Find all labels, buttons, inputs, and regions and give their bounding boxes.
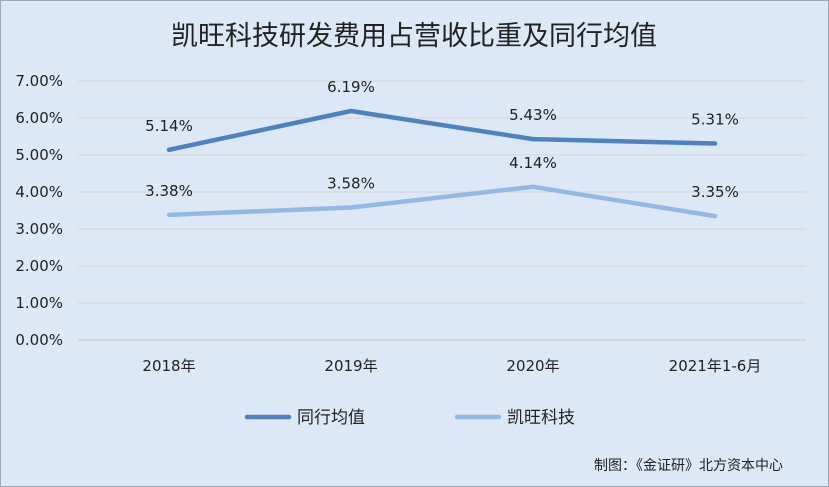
y-tick-label: 1.00% <box>15 294 63 312</box>
data-label: 4.14% <box>509 154 557 172</box>
legend: 同行均值 凯旺科技 <box>244 408 575 428</box>
y-tick-label: 2.00% <box>15 257 63 275</box>
data-label: 3.58% <box>327 175 375 193</box>
series-lines <box>166 108 718 219</box>
data-label: 6.19% <box>327 78 375 96</box>
y-tick-label: 5.00% <box>15 146 63 164</box>
data-label: 5.43% <box>509 106 557 124</box>
data-label: 5.31% <box>691 111 739 129</box>
data-labels: 5.14% 6.19% 5.43% 5.31% 3.38% 3.58% 4.14% 3.35% <box>145 78 739 201</box>
legend-label: 凯旺科技 <box>507 408 575 428</box>
data-label: 3.35% <box>691 183 739 201</box>
x-tick-label: 2019年 <box>324 357 377 375</box>
y-tick-label: 3.00% <box>15 220 63 238</box>
legend-label: 同行均值 <box>297 408 365 428</box>
data-label: 5.14% <box>145 117 193 135</box>
y-tick-label: 6.00% <box>15 109 63 127</box>
x-axis-ticks: 2018年 2019年 2020年 2021年1-6月 <box>142 357 761 375</box>
y-axis-ticks: 0.00% 1.00% 2.00% 3.00% 4.00% 5.00% 6.00% 7.00% <box>15 72 63 349</box>
data-label: 3.38% <box>145 182 193 200</box>
chart-title: 凯旺科技研发费用占营收比重及同行均值 <box>171 21 657 52</box>
x-tick-label: 2020年 <box>506 357 559 375</box>
y-tick-label: 4.00% <box>15 183 63 201</box>
series-line-2 <box>166 184 718 219</box>
y-tick-label: 7.00% <box>15 72 63 90</box>
chart-credit: 制图：《金证研》北方资本中心 <box>594 458 783 474</box>
gridlines <box>78 80 806 341</box>
x-tick-label: 2021年1-6月 <box>669 357 762 375</box>
y-tick-label: 0.00% <box>15 331 63 349</box>
x-tick-label: 2018年 <box>142 357 195 375</box>
series-line-1 <box>166 108 718 153</box>
